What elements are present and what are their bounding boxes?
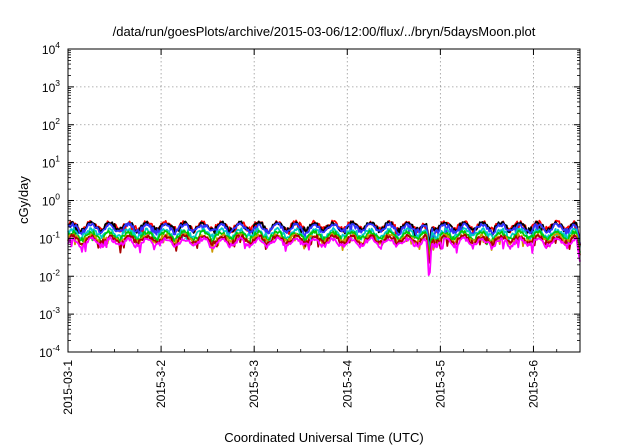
x-axis: 2015-03-1 2015-3-2 2015-3-3 2015-3-4 2015-3-… <box>61 49 581 415</box>
series-group <box>67 219 581 277</box>
y-tick-label: 10-4 <box>39 343 60 360</box>
series-line <box>67 236 581 277</box>
x-tick-label: 2015-3-4 <box>340 360 354 408</box>
x-tick-label: 2015-3-5 <box>433 360 447 408</box>
chart-title: /data/run/goesPlots/archive/2015-03-06/1… <box>113 24 536 39</box>
y-tick-label: 10-2 <box>39 267 60 284</box>
x-tick-label: 2015-3-6 <box>526 360 540 408</box>
y-tick-label: 103 <box>42 78 60 95</box>
x-axis-label: Coordinated Universal Time (UTC) <box>224 430 423 445</box>
x-tick-label: 2015-3-2 <box>154 360 168 408</box>
y-axis: 10-4 10-3 10-2 10-1 100 101 102 103 104 <box>39 40 580 360</box>
grid-lines <box>68 49 580 352</box>
y-tick-label: 10-1 <box>39 229 60 246</box>
y-tick-label: 101 <box>42 154 60 171</box>
series-line <box>67 233 581 264</box>
y-axis-label: cGy/day <box>16 176 31 224</box>
x-tick-label: 2015-3-3 <box>247 360 261 408</box>
x-tick-label: 2015-03-1 <box>61 360 75 415</box>
y-tick-label: 10-3 <box>39 305 60 322</box>
series-line <box>67 222 581 247</box>
y-tick-label: 104 <box>42 40 60 57</box>
y-tick-label: 100 <box>42 192 60 209</box>
y-tick-label: 102 <box>42 116 60 133</box>
